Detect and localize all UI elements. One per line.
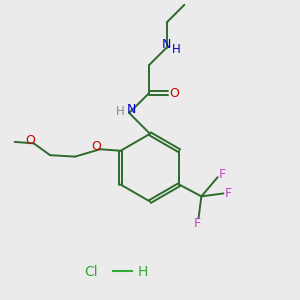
- Text: N: N: [162, 38, 171, 51]
- Text: F: F: [225, 187, 233, 200]
- Text: H: H: [172, 43, 181, 56]
- Text: Cl: Cl: [84, 265, 98, 279]
- Text: F: F: [218, 168, 226, 181]
- Text: F: F: [194, 217, 201, 230]
- Text: O: O: [25, 134, 35, 147]
- Text: H: H: [137, 265, 148, 279]
- Text: O: O: [169, 87, 179, 100]
- Text: N: N: [127, 103, 136, 116]
- Text: H: H: [116, 105, 125, 118]
- Text: O: O: [91, 140, 101, 153]
